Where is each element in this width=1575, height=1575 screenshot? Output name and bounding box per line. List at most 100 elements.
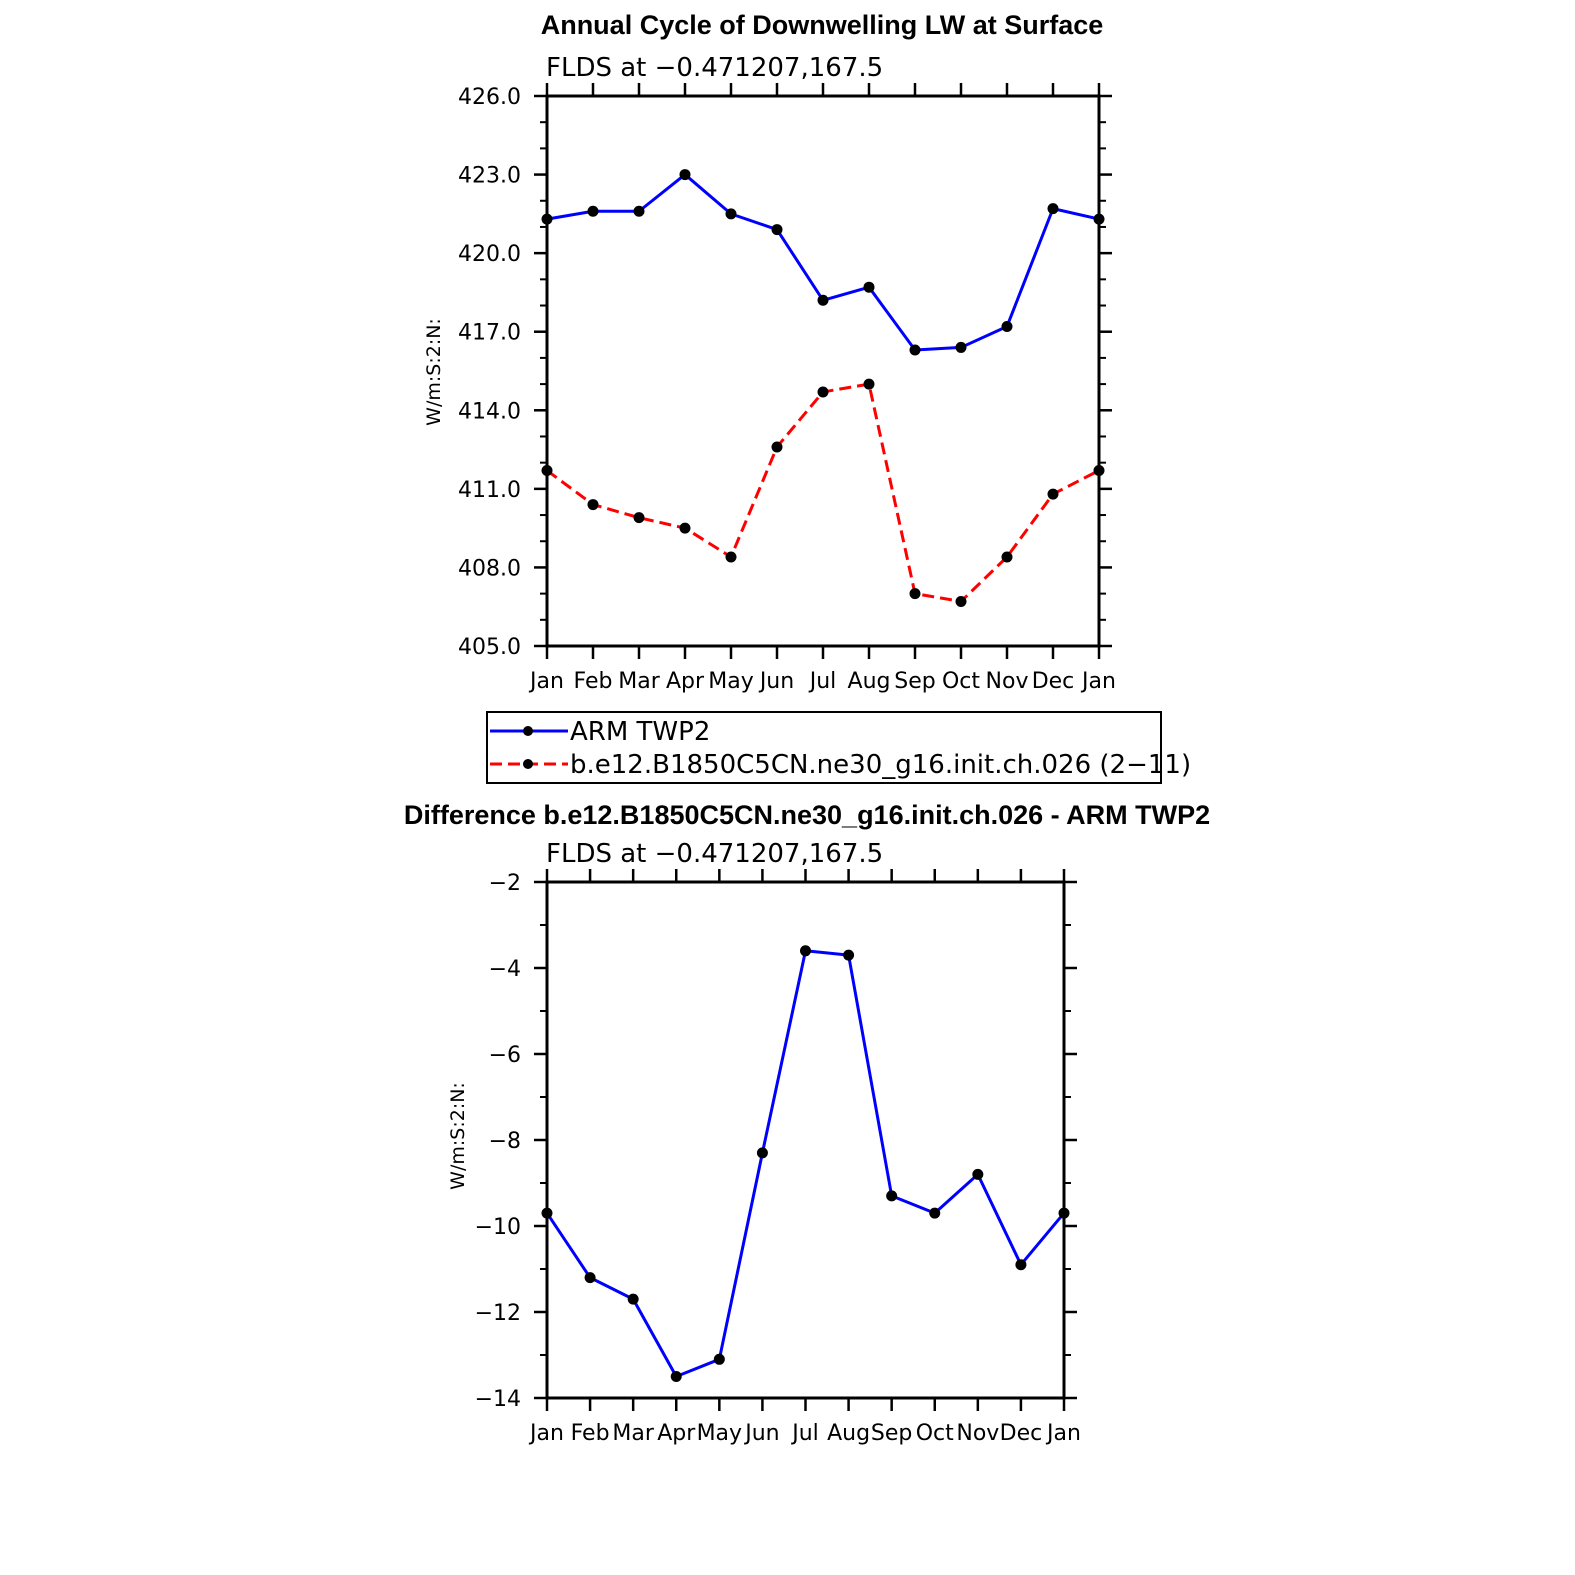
chart1-data-point xyxy=(1093,465,1105,477)
chart1-data-point xyxy=(909,344,921,356)
chart1-ylabel: W/m:S:2:N: xyxy=(423,318,445,426)
chart1-data-point xyxy=(817,294,829,306)
chart2-data-point xyxy=(541,1207,553,1219)
chart1-xtick-label: Jan xyxy=(528,669,564,694)
chart2-xtick-label: Apr xyxy=(657,1421,696,1446)
chart2-xtick-label: Mar xyxy=(612,1421,654,1446)
chart1-data-point xyxy=(863,378,875,390)
chart2-xtick-label: Nov xyxy=(956,1421,999,1446)
chart2-data-point xyxy=(584,1272,596,1284)
chart2-axes: Jan Feb Mar Apr May Jun Jul Aug Sep Oct Nov Dec Jan−… xyxy=(475,869,1081,1446)
chart2-data-point xyxy=(972,1168,984,1180)
chart1-data-point xyxy=(679,522,691,534)
chart2-ytick-label: −6 xyxy=(489,1043,521,1068)
chart1-xtick-label: Sep xyxy=(894,669,935,694)
chart1-data-point xyxy=(541,213,553,225)
chart2-ytick-label: −2 xyxy=(489,871,521,896)
chart2-xtick-label: Feb xyxy=(571,1421,610,1446)
chart1-data-point xyxy=(725,208,737,220)
chart1-axes: Jan Feb Mar Apr May Jun Jul Aug Sep Oct Nov Dec Jan4… xyxy=(458,83,1116,694)
chart1-data-point xyxy=(1047,203,1059,215)
chart2-ytick-label: −8 xyxy=(489,1129,521,1154)
chart2-ytick-label: −14 xyxy=(475,1387,521,1412)
chart1-ytick-label: 411.0 xyxy=(458,478,521,503)
legend-label-model: b.e12.B1850C5CN.ne30_g16.init.ch.026 (2−… xyxy=(570,750,1191,780)
chart1-xtick-label: Mar xyxy=(618,669,660,694)
chart1-xtick-label: May xyxy=(708,669,753,694)
chart1-data-point xyxy=(1001,320,1013,332)
chart1-data-point xyxy=(1001,551,1013,563)
chart1-series-line-0 xyxy=(546,173,1100,352)
chart1-plot-area xyxy=(541,169,1105,607)
chart1-data-point xyxy=(725,551,737,563)
chart2-xtick-label: May xyxy=(697,1421,742,1446)
annual-cycle-chart: Annual Cycle of Downwelling LW at Surfac… xyxy=(423,10,1116,694)
chart1-xtick-label: Dec xyxy=(1032,669,1075,694)
chart2-ytick-label: −4 xyxy=(489,957,521,982)
chart2-data-point xyxy=(886,1190,898,1202)
chart2-data-point xyxy=(713,1353,725,1365)
chart2-frame xyxy=(545,880,1066,1400)
chart1-xtick-label: Oct xyxy=(942,669,980,694)
legend-label-arm: ARM TWP2 xyxy=(570,717,710,747)
chart2-xtick-label: Dec xyxy=(1000,1421,1043,1446)
chart1-title: Annual Cycle of Downwelling LW at Surfac… xyxy=(541,10,1104,40)
chart1-xtick-label: Jun xyxy=(758,669,794,694)
chart1-data-point xyxy=(633,512,645,524)
chart2-xtick-label: Aug xyxy=(827,1421,870,1446)
chart2-xtick-label: Sep xyxy=(871,1421,912,1446)
chart2-data-point xyxy=(800,945,811,957)
chart1-xtick-label: Jan xyxy=(1080,669,1116,694)
chart2-data-point xyxy=(1015,1259,1027,1271)
chart1-ytick-label: 426.0 xyxy=(458,85,521,110)
chart1-data-point xyxy=(909,588,921,600)
chart2-xtick-label: Jul xyxy=(790,1421,819,1446)
chart1-data-point xyxy=(679,169,691,181)
chart2-ylabel: W/m:S:2:N: xyxy=(447,1082,469,1190)
chart1-xtick-label: Jul xyxy=(808,669,837,694)
chart1-ytick-label: 417.0 xyxy=(458,321,521,346)
chart2-data-point xyxy=(843,949,855,961)
chart2-xtick-label: Jun xyxy=(743,1421,779,1446)
chart1-xtick-label: Aug xyxy=(848,669,891,694)
chart2-data-point xyxy=(670,1371,682,1382)
chart1-data-point xyxy=(771,441,783,453)
chart1-xtick-label: Feb xyxy=(574,669,613,694)
chart2-title: Difference b.e12.B1850C5CN.ne30_g16.init… xyxy=(404,800,1210,830)
chart1-data-point xyxy=(587,499,599,511)
chart2-subtitle: FLDS at −0.471207,167.5 xyxy=(546,839,883,869)
chart1-data-point xyxy=(633,205,645,217)
chart1-data-point xyxy=(955,595,967,607)
chart1-data-point xyxy=(771,224,783,236)
chart1-data-point xyxy=(1047,488,1059,500)
chart1-subtitle: FLDS at −0.471207,167.5 xyxy=(546,53,883,83)
chart2-ytick-label: −12 xyxy=(475,1301,521,1326)
chart1-frame xyxy=(545,94,1101,648)
chart2-xtick-label: Jan xyxy=(528,1421,564,1446)
legend-marker-arm xyxy=(523,726,533,736)
chart2-data-point xyxy=(627,1293,639,1305)
chart1-series-line-1 xyxy=(546,382,1100,603)
chart1-data-point xyxy=(817,386,829,398)
chart2-data-point xyxy=(756,1147,768,1159)
chart1-xtick-label: Apr xyxy=(666,669,705,694)
chart2-data-point xyxy=(1058,1207,1070,1219)
legend-marker-model xyxy=(523,759,533,769)
chart1-data-point xyxy=(1093,213,1105,225)
chart2-data-point xyxy=(929,1207,941,1219)
difference-chart: Difference b.e12.B1850C5CN.ne30_g16.init… xyxy=(404,800,1210,1446)
chart1-data-point xyxy=(587,205,599,217)
chart1-xtick-label: Nov xyxy=(986,669,1029,694)
chart1-ytick-label: 420.0 xyxy=(458,242,521,267)
chart2-xtick-label: Oct xyxy=(916,1421,954,1446)
chart2-ytick-label: −10 xyxy=(475,1215,521,1240)
chart1-data-point xyxy=(863,281,875,293)
chart2-plot-area xyxy=(541,945,1070,1382)
chart2-xtick-label: Jan xyxy=(1045,1421,1081,1446)
chart1-data-point xyxy=(541,465,553,477)
chart1-ytick-label: 405.0 xyxy=(458,635,521,660)
legend: ARM TWP2 b.e12.B1850C5CN.ne30_g16.init.c… xyxy=(486,711,1191,784)
chart1-ytick-label: 423.0 xyxy=(458,164,521,189)
chart1-ytick-label: 408.0 xyxy=(458,556,521,581)
